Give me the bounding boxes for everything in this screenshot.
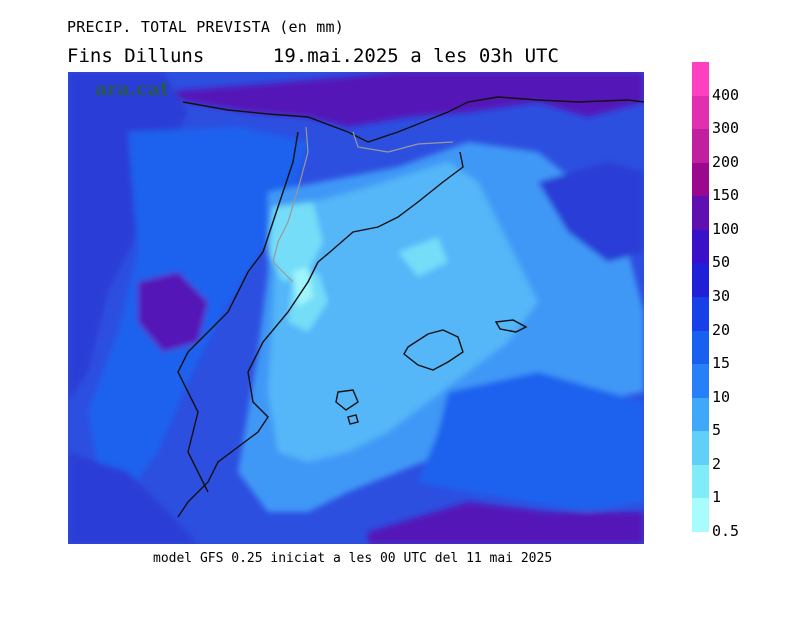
legend-label-30: 30 xyxy=(712,287,731,305)
watermark-logo: ara.cat xyxy=(95,78,169,100)
legend-label-20: 20 xyxy=(712,320,731,339)
precip-area-north-purple xyxy=(163,72,644,127)
map-canvas xyxy=(68,72,645,544)
legend-swatch-2 xyxy=(692,431,709,466)
legend: 400 300 200 150 100 50 30 20 15 10 5 2 1 0.5 xyxy=(692,62,792,539)
legend-swatch-15 xyxy=(692,330,709,365)
legend-swatch-100 xyxy=(692,196,709,231)
legend-label-10: 10 xyxy=(712,387,731,406)
chart-title: PRECIP. TOTAL PREVISTA (en mm) xyxy=(67,18,344,36)
border-france-spain xyxy=(182,96,645,143)
precip-area-east-dark xyxy=(538,162,644,262)
legend-swatch-150 xyxy=(692,162,709,197)
subtitle-day: Fins Dilluns xyxy=(67,45,205,67)
legend-label-5: 5 xyxy=(712,421,722,440)
coastline-ibiza xyxy=(335,389,359,411)
legend-label-200: 200 xyxy=(712,152,740,171)
legend-label-2: 2 xyxy=(712,454,722,473)
legend-swatch-1 xyxy=(692,464,709,499)
legend-label-150: 150 xyxy=(712,186,740,205)
legend-label-50: 50 xyxy=(712,253,731,272)
coastline xyxy=(177,96,645,518)
precip-area-southwest-dark xyxy=(68,452,198,544)
legend-label-400: 400 xyxy=(712,85,740,104)
legend-swatch-200 xyxy=(692,129,709,164)
border-catalonia-france xyxy=(352,131,454,153)
internal-borders xyxy=(272,126,454,283)
precip-area-inland-purple xyxy=(138,272,208,352)
legend-swatch-300 xyxy=(692,95,709,130)
coastline-menorca xyxy=(494,319,528,333)
precip-field xyxy=(68,72,644,544)
legend-swatch-0-5 xyxy=(692,498,709,533)
border-catalonia-aragon xyxy=(272,126,309,283)
precipitation-map xyxy=(68,72,645,544)
chart-subtitle: Fins Dilluns 19.mai.2025 a les 03h UTC xyxy=(67,45,559,67)
legend-swatch-400 xyxy=(692,62,709,97)
legend-swatch-5 xyxy=(692,397,709,432)
legend-swatch-30 xyxy=(692,263,709,298)
legend-label-15: 15 xyxy=(712,354,731,373)
coastline-west-interior xyxy=(177,131,299,493)
precip-area-south-purple xyxy=(368,502,644,544)
coastline-catalonia xyxy=(177,151,464,518)
legend-label-0-5: 0.5 xyxy=(712,522,740,540)
legend-label-1: 1 xyxy=(712,488,722,507)
subtitle-date: 19.mai.2025 a les 03h UTC xyxy=(272,45,559,67)
legend-swatch-10 xyxy=(692,364,709,399)
legend-swatch-50 xyxy=(692,229,709,264)
precip-area-south-mid xyxy=(418,372,644,512)
legend-swatch-20 xyxy=(692,297,709,332)
legend-label-100: 100 xyxy=(712,219,740,238)
coastline-formentera xyxy=(347,414,359,425)
precip-area-cyan-3 xyxy=(398,237,448,277)
legend-label-300: 300 xyxy=(712,119,740,138)
precip-area-cyan-1 xyxy=(268,202,323,282)
model-footer: model GFS 0.25 iniciat a les 00 UTC del … xyxy=(153,551,553,566)
coastline-mallorca xyxy=(403,329,464,371)
precip-area-sea-sky xyxy=(268,162,538,462)
